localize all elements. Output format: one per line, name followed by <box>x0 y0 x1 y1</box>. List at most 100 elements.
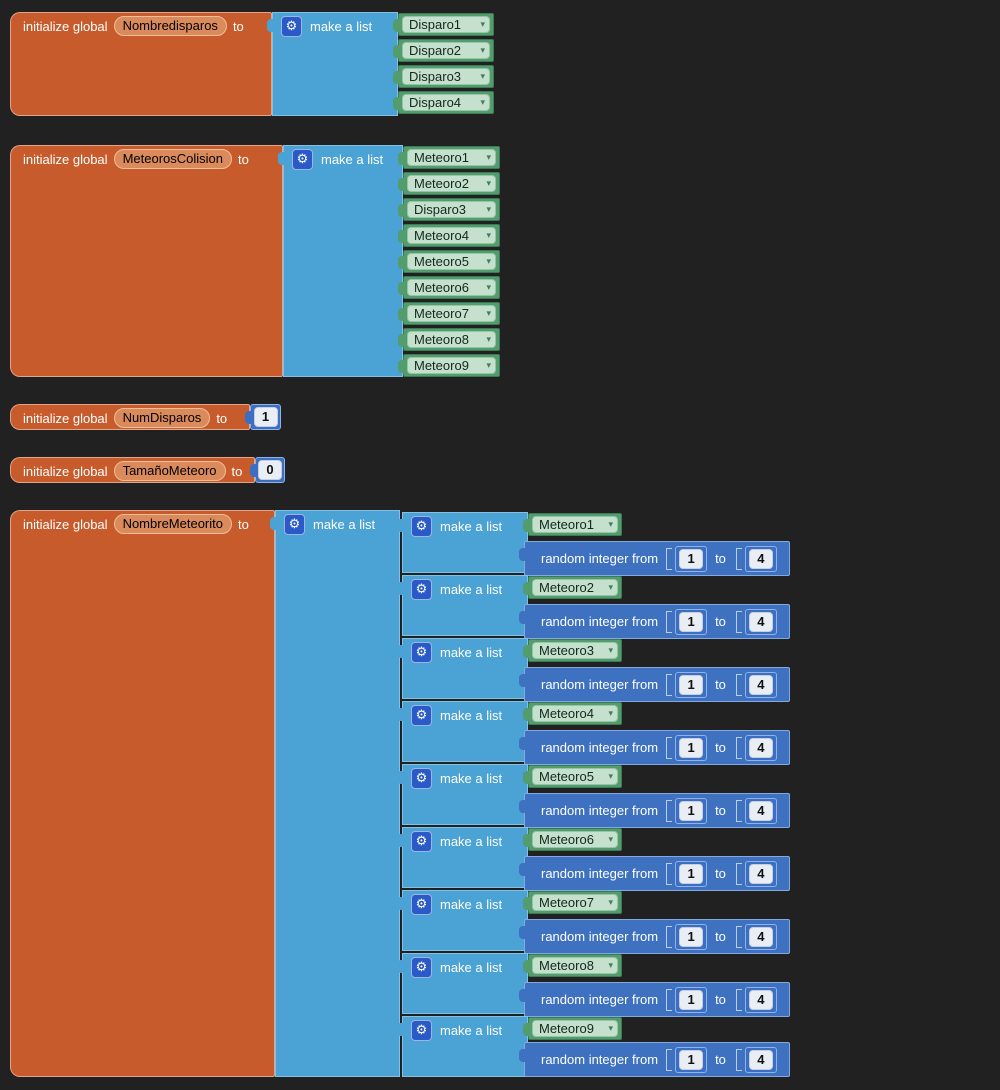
number-block[interactable]: 4 <box>744 923 777 950</box>
init-global-meteoroscolision-block[interactable]: initialize global MeteorosColision to <box>10 145 283 377</box>
component-block[interactable]: Meteoro7 ▾ <box>398 302 500 325</box>
number-field[interactable]: 1 <box>253 407 278 427</box>
component-block[interactable]: Meteoro9 ▾ <box>398 354 500 377</box>
number-block[interactable]: 1 <box>675 545 708 572</box>
number-block[interactable]: 1 <box>245 404 281 430</box>
component-block[interactable]: Meteoro2 ▾ <box>398 172 500 195</box>
random-integer-block[interactable]: random integer from 1 to 4 <box>519 856 790 891</box>
variable-name-field[interactable]: MeteorosColision <box>113 149 232 169</box>
number-field[interactable]: 1 <box>679 611 704 632</box>
number-field[interactable]: 1 <box>679 800 704 821</box>
number-field[interactable]: 4 <box>748 800 773 821</box>
component-dropdown[interactable]: Meteoro1 ▾ <box>532 516 618 533</box>
number-field[interactable]: 1 <box>679 548 704 569</box>
mutator-gear-icon[interactable]: ⚙ <box>411 831 432 852</box>
number-block[interactable]: 1 <box>675 797 708 824</box>
number-field[interactable]: 1 <box>679 863 704 884</box>
variable-name-field[interactable]: Nombredisparos <box>113 16 227 36</box>
random-integer-block[interactable]: random integer from 1 to 4 <box>519 667 790 702</box>
number-field[interactable]: 4 <box>748 548 773 569</box>
number-block[interactable]: 4 <box>744 734 777 761</box>
component-block[interactable]: Meteoro1 ▾ <box>523 513 622 536</box>
mutator-gear-icon[interactable]: ⚙ <box>411 579 432 600</box>
make-a-list-block[interactable]: ⚙ make a list <box>278 145 403 377</box>
mutator-gear-icon[interactable]: ⚙ <box>411 516 432 537</box>
make-a-list-inner-block[interactable]: ⚙ make a list <box>397 890 528 951</box>
number-field[interactable]: 1 <box>679 674 704 695</box>
component-block[interactable]: Disparo3 ▾ <box>393 65 494 88</box>
number-block[interactable]: 1 <box>675 608 708 635</box>
number-block[interactable]: 1 <box>675 986 708 1013</box>
component-dropdown[interactable]: Meteoro6 ▾ <box>532 831 618 848</box>
random-integer-block[interactable]: random integer from 1 to 4 <box>519 604 790 639</box>
mutator-gear-icon[interactable]: ⚙ <box>411 894 432 915</box>
component-dropdown[interactable]: Meteoro1 ▾ <box>407 149 496 166</box>
component-block[interactable]: Meteoro4 ▾ <box>398 224 500 247</box>
number-block[interactable]: 4 <box>744 671 777 698</box>
component-dropdown[interactable]: Meteoro3 ▾ <box>532 642 618 659</box>
number-block[interactable]: 4 <box>744 1046 777 1073</box>
mutator-gear-icon[interactable]: ⚙ <box>411 1020 432 1041</box>
mutator-gear-icon[interactable]: ⚙ <box>411 957 432 978</box>
component-dropdown[interactable]: Meteoro2 ▾ <box>407 175 496 192</box>
number-block[interactable]: 4 <box>744 608 777 635</box>
number-field[interactable]: 4 <box>748 674 773 695</box>
make-a-list-inner-block[interactable]: ⚙ make a list <box>397 764 528 825</box>
make-a-list-block[interactable]: ⚙ make a list <box>267 12 398 116</box>
number-block[interactable]: 1 <box>675 734 708 761</box>
random-integer-block[interactable]: random integer from 1 to 4 <box>519 1042 790 1077</box>
make-a-list-inner-block[interactable]: ⚙ make a list <box>397 827 528 888</box>
mutator-gear-icon[interactable]: ⚙ <box>411 705 432 726</box>
number-block[interactable]: 4 <box>744 545 777 572</box>
component-block[interactable]: Meteoro8 ▾ <box>398 328 500 351</box>
number-field[interactable]: 4 <box>748 611 773 632</box>
random-integer-block[interactable]: random integer from 1 to 4 <box>519 793 790 828</box>
component-dropdown[interactable]: Meteoro4 ▾ <box>407 227 496 244</box>
number-block[interactable]: 1 <box>675 860 708 887</box>
random-integer-block[interactable]: random integer from 1 to 4 <box>519 919 790 954</box>
component-block[interactable]: Meteoro6 ▾ <box>523 828 622 851</box>
component-dropdown[interactable]: Meteoro8 ▾ <box>407 331 496 348</box>
number-block[interactable]: 0 <box>250 457 285 483</box>
make-a-list-inner-block[interactable]: ⚙ make a list <box>397 512 528 573</box>
component-dropdown[interactable]: Meteoro5 ▾ <box>532 768 618 785</box>
number-field[interactable]: 1 <box>679 989 704 1010</box>
number-field[interactable]: 1 <box>679 737 704 758</box>
number-field[interactable]: 4 <box>748 863 773 884</box>
mutator-gear-icon[interactable]: ⚙ <box>284 514 305 535</box>
mutator-gear-icon[interactable]: ⚙ <box>281 16 302 37</box>
component-dropdown[interactable]: Disparo4 ▾ <box>402 94 490 111</box>
random-integer-block[interactable]: random integer from 1 to 4 <box>519 982 790 1017</box>
mutator-gear-icon[interactable]: ⚙ <box>411 642 432 663</box>
number-field[interactable]: 0 <box>258 460 282 480</box>
init-global-numdisparos-block[interactable]: initialize global NumDisparos to <box>10 404 250 430</box>
component-dropdown[interactable]: Disparo2 ▾ <box>402 42 490 59</box>
component-dropdown[interactable]: Disparo3 ▾ <box>402 68 490 85</box>
make-a-list-inner-block[interactable]: ⚙ make a list <box>397 953 528 1014</box>
component-dropdown[interactable]: Meteoro4 ▾ <box>532 705 618 722</box>
variable-name-field[interactable]: TamañoMeteoro <box>113 461 226 481</box>
make-a-list-inner-block[interactable]: ⚙ make a list <box>397 701 528 762</box>
init-global-nombredisparos-block[interactable]: initialize global Nombredisparos to <box>10 12 272 116</box>
variable-name-field[interactable]: NombreMeteorito <box>113 514 232 534</box>
component-dropdown[interactable]: Meteoro9 ▾ <box>532 1020 618 1037</box>
make-a-list-outer-block[interactable]: ⚙ make a list <box>270 510 400 1077</box>
number-block[interactable]: 1 <box>675 671 708 698</box>
component-dropdown[interactable]: Meteoro5 ▾ <box>407 253 496 270</box>
component-block[interactable]: Meteoro5 ▾ <box>523 765 622 788</box>
number-field[interactable]: 4 <box>748 1049 773 1070</box>
component-block[interactable]: Meteoro2 ▾ <box>523 576 622 599</box>
component-dropdown[interactable]: Meteoro9 ▾ <box>407 357 496 374</box>
component-block[interactable]: Meteoro4 ▾ <box>523 702 622 725</box>
component-block[interactable]: Meteoro7 ▾ <box>523 891 622 914</box>
component-dropdown[interactable]: Meteoro6 ▾ <box>407 279 496 296</box>
component-block[interactable]: Meteoro8 ▾ <box>523 954 622 977</box>
component-dropdown[interactable]: Meteoro7 ▾ <box>407 305 496 322</box>
number-field[interactable]: 4 <box>748 737 773 758</box>
number-field[interactable]: 1 <box>679 926 704 947</box>
component-dropdown[interactable]: Disparo3 ▾ <box>407 201 496 218</box>
number-block[interactable]: 4 <box>744 986 777 1013</box>
mutator-gear-icon[interactable]: ⚙ <box>292 149 313 170</box>
mutator-gear-icon[interactable]: ⚙ <box>411 768 432 789</box>
